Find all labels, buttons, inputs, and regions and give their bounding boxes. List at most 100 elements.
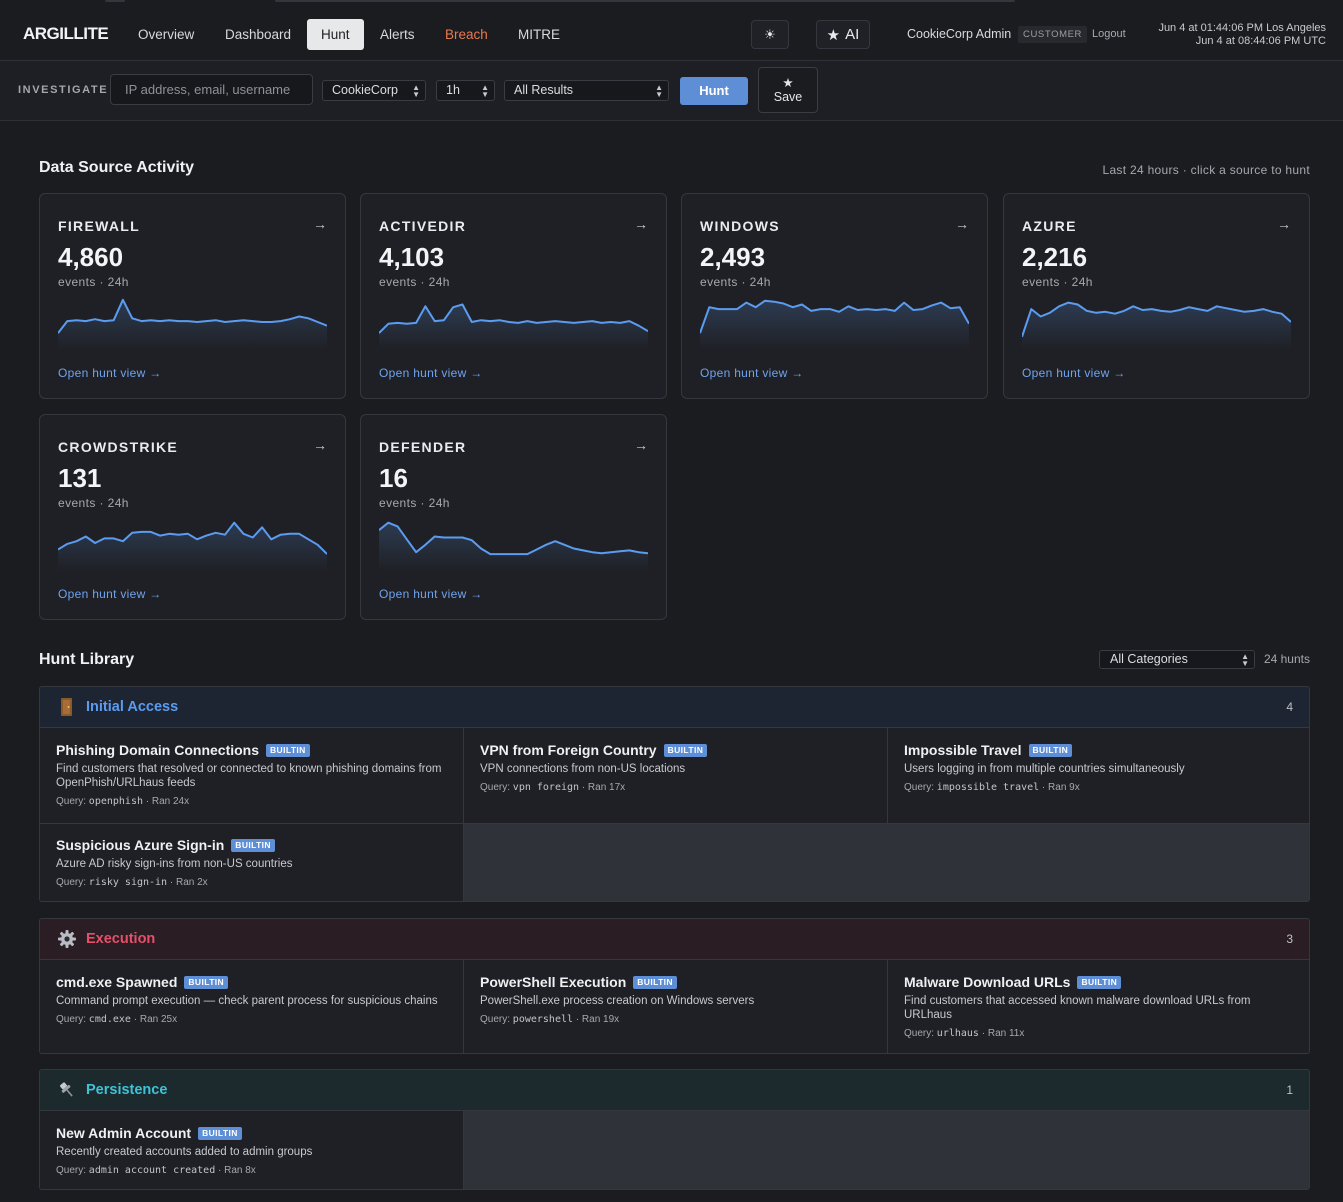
hunt-description: PowerShell.exe process creation on Windo… bbox=[480, 995, 755, 1007]
query-prefix: Query: bbox=[56, 796, 87, 807]
source-card-firewall[interactable]: FIREWALL → 4,860 events · 24h Open hunt view… bbox=[39, 193, 346, 399]
save-button[interactable]: ★ Save bbox=[758, 67, 818, 113]
event-count-caption: events · 24h bbox=[379, 275, 450, 289]
hunt-title: Suspicious Azure Sign-in bbox=[56, 837, 225, 853]
hunt-card[interactable]: Suspicious Azure Sign-in BUILTIN Azure AD … bbox=[40, 823, 464, 901]
hunt-title-row: New Admin Account BUILTIN bbox=[56, 1125, 447, 1141]
sparkline-area bbox=[700, 300, 969, 350]
investigate-bar: INVESTIGATE IP address, email, username … bbox=[0, 61, 1343, 121]
nav-breach[interactable]: Breach bbox=[445, 27, 488, 42]
hunt-description: Users logging in from multiple countries… bbox=[904, 763, 1185, 775]
hunt-card[interactable]: Impossible Travel BUILTIN Users logging in… bbox=[888, 728, 1309, 823]
time-range-select[interactable]: 1h ▲ ▼ bbox=[436, 80, 495, 101]
sparkline-line bbox=[1022, 301, 1291, 338]
builtin-badge: BUILTIN bbox=[1028, 743, 1073, 757]
event-count: 2,216 bbox=[1022, 242, 1088, 272]
hunt-group-header[interactable]: Initial Access 4 bbox=[40, 687, 1309, 728]
data-source-activity-subtitle: Last 24 hours · click a source to hunt bbox=[1102, 163, 1310, 177]
source-card-crowdstrike[interactable]: CROWDSTRIKE → 131 events · 24h Open hunt vie… bbox=[39, 414, 346, 620]
hunt-button[interactable]: Hunt bbox=[680, 77, 748, 105]
source-card-defender[interactable]: DEFENDER → 16 events · 24h Open hunt view → bbox=[360, 414, 667, 620]
hunt-card[interactable]: cmd.exe Spawned BUILTIN Command prompt exe… bbox=[40, 960, 464, 1053]
sparkline-chart bbox=[58, 298, 327, 350]
hunt-group-header[interactable]: Persistence 1 bbox=[40, 1070, 1309, 1111]
nav-hunt[interactable]: Hunt bbox=[307, 19, 364, 50]
empty-slot bbox=[464, 1111, 1309, 1189]
source-card-activedir[interactable]: ACTIVEDIR → 4,103 events · 24h Open hunt vie… bbox=[360, 193, 667, 399]
hunt-title-row: Impossible Travel BUILTIN bbox=[904, 742, 1296, 758]
hunt-card[interactable]: Malware Download URLs BUILTIN Find custome… bbox=[888, 960, 1309, 1053]
hunt-description: Azure AD risky sign-ins from non-US coun… bbox=[56, 858, 293, 870]
hunt-description: VPN connections from non-US locations bbox=[480, 763, 686, 775]
source-name: DEFENDER bbox=[379, 439, 467, 455]
open-hunt-view-link[interactable]: Open hunt view → bbox=[1022, 366, 1126, 380]
hunt-query: impossible travel bbox=[936, 782, 1040, 793]
arrow-right-icon[interactable]: → bbox=[313, 216, 327, 232]
hunt-card[interactable]: VPN from Foreign Country BUILTIN VPN conne… bbox=[464, 728, 888, 823]
hunt-run-count: Ran 24x bbox=[151, 796, 190, 807]
hunt-card[interactable]: Phishing Domain Connections BUILTIN Find c… bbox=[40, 728, 464, 823]
hunt-group-header[interactable]: Execution 3 bbox=[40, 919, 1309, 960]
arrow-right-icon[interactable]: → bbox=[1277, 216, 1291, 232]
arrow-right-icon[interactable]: → bbox=[313, 437, 327, 453]
builtin-badge: BUILTIN bbox=[184, 975, 229, 989]
builtin-badge: BUILTIN bbox=[633, 975, 677, 989]
theme-toggle-button[interactable]: ☀ bbox=[751, 20, 789, 49]
hunt-group-persistence: Persistence 1 New Admin Account BUILTIN Rece… bbox=[39, 1069, 1310, 1190]
source-card-azure[interactable]: AZURE → 2,216 events · 24h Open hunt view → bbox=[1003, 193, 1310, 399]
query-prefix: Query: bbox=[56, 877, 87, 888]
hunt-meta: Query: admin account created · Ran 8x bbox=[56, 1165, 447, 1176]
logout-link[interactable]: Logout bbox=[1092, 28, 1126, 40]
meta-separator: · bbox=[142, 796, 152, 807]
event-count-caption: events · 24h bbox=[700, 275, 771, 289]
source-name: FIREWALL bbox=[58, 218, 140, 234]
sparkline-chart bbox=[379, 521, 648, 571]
save-label: Save bbox=[773, 90, 803, 104]
arrow-right-icon[interactable]: → bbox=[955, 216, 969, 232]
hunt-meta: Query: openphish · Ran 24x bbox=[56, 796, 447, 807]
decorative-tab-edge bbox=[275, 0, 1015, 2]
nav-dashboard[interactable]: Dashboard bbox=[225, 27, 292, 42]
hunt-title-row: PowerShell Execution BUILTIN bbox=[480, 974, 871, 990]
hunt-title: PowerShell Execution bbox=[480, 974, 627, 990]
hunt-title: Phishing Domain Connections bbox=[56, 742, 260, 758]
hunt-library-title: Hunt Library bbox=[39, 651, 135, 668]
pin-icon bbox=[57, 1080, 77, 1100]
star-icon: ★ bbox=[826, 26, 841, 44]
open-hunt-view-link[interactable]: Open hunt view → bbox=[58, 366, 162, 380]
hunt-meta: Query: powershell · Ran 19x bbox=[480, 1014, 871, 1025]
open-hunt-view-link[interactable]: Open hunt view → bbox=[379, 366, 483, 380]
results-filter-select[interactable]: All Results ▲ ▼ bbox=[504, 80, 669, 101]
org-select[interactable]: CookieCorp ▲ ▼ bbox=[322, 80, 426, 101]
data-source-activity-title: Data Source Activity bbox=[39, 159, 195, 176]
ai-button[interactable]: ★ AI bbox=[816, 20, 870, 49]
arrow-right-icon[interactable]: → bbox=[634, 437, 648, 453]
hunt-run-count: Ran 2x bbox=[175, 877, 208, 888]
nav-mitre[interactable]: MITRE bbox=[518, 27, 560, 42]
hunt-count: 24 hunts bbox=[1263, 652, 1310, 666]
nav-alerts[interactable]: Alerts bbox=[380, 27, 415, 42]
event-count: 131 bbox=[58, 463, 102, 493]
clock-utc: Jun 4 at 08:44:06 PM UTC bbox=[1195, 35, 1326, 47]
gear-icon bbox=[57, 929, 77, 949]
time-range-value: 1h bbox=[446, 83, 460, 97]
investigate-search-input[interactable]: IP address, email, username bbox=[110, 74, 313, 105]
hunt-meta: Query: risky sign-in · Ran 2x bbox=[56, 877, 447, 888]
event-count-caption: events · 24h bbox=[58, 496, 129, 510]
ai-label: AI bbox=[845, 26, 860, 43]
category-filter-select[interactable]: All Categories ▲ ▼ bbox=[1099, 650, 1255, 669]
hunt-card[interactable]: PowerShell Execution BUILTIN PowerShell.ex… bbox=[464, 960, 888, 1053]
sparkline-area bbox=[379, 522, 648, 571]
updown-icon: ▲ ▼ bbox=[655, 83, 663, 99]
builtin-badge: BUILTIN bbox=[266, 743, 310, 757]
arrow-right-icon[interactable]: → bbox=[634, 216, 648, 232]
nav-overview[interactable]: Overview bbox=[138, 27, 195, 42]
open-hunt-view-link[interactable]: Open hunt view → bbox=[379, 587, 483, 601]
hunt-query: vpn foreign bbox=[512, 782, 580, 793]
query-prefix: Query: bbox=[480, 1014, 511, 1025]
open-hunt-view-link[interactable]: Open hunt view → bbox=[700, 366, 804, 380]
hunt-card[interactable]: New Admin Account BUILTIN Recently created… bbox=[40, 1111, 464, 1189]
open-hunt-view-link[interactable]: Open hunt view → bbox=[58, 587, 162, 601]
brand-logo[interactable]: ARGILLITE bbox=[23, 24, 109, 43]
source-card-windows[interactable]: WINDOWS → 2,493 events · 24h Open hunt view … bbox=[681, 193, 988, 399]
